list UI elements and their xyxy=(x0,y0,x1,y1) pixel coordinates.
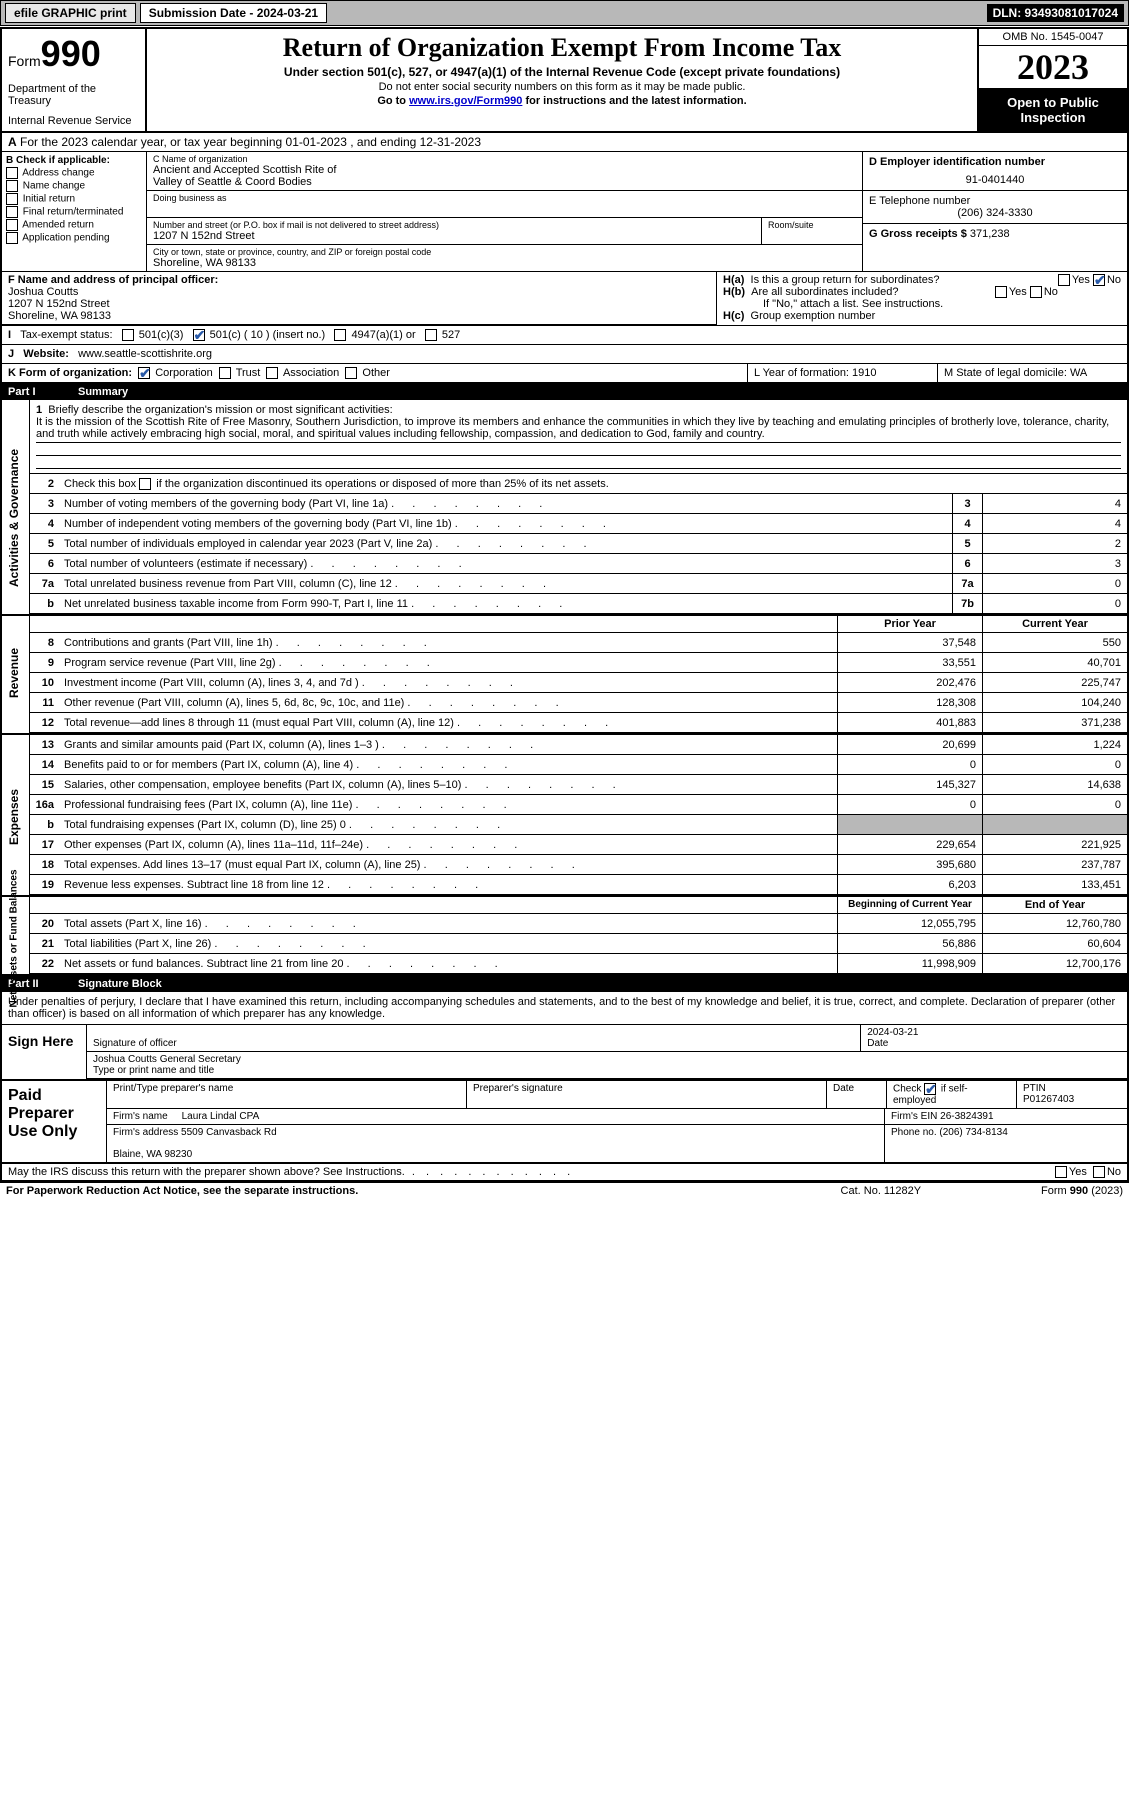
website[interactable]: www.seattle-scottishrite.org xyxy=(78,348,212,360)
gov-label: Activities & Governance xyxy=(7,467,21,587)
tax-year: 2023 xyxy=(979,46,1127,89)
firm-name: Laura Lindal CPA xyxy=(182,1111,260,1122)
form-label: Form990 xyxy=(8,33,139,75)
dept-treasury: Department of the Treasury xyxy=(8,83,139,107)
cb-amended[interactable] xyxy=(6,219,18,231)
data-row: 17Other expenses (Part IX, column (A), l… xyxy=(30,835,1127,855)
data-row: bTotal fundraising expenses (Part IX, co… xyxy=(30,815,1127,835)
self-emp-cb[interactable] xyxy=(924,1083,936,1095)
line-j: J Website: www.seattle-scottishrite.org xyxy=(2,345,1127,363)
cb-final[interactable] xyxy=(6,206,18,218)
cb-pending[interactable] xyxy=(6,232,18,244)
open-inspection: Open to Public Inspection xyxy=(979,89,1127,131)
e-label: E Telephone number xyxy=(869,195,1121,207)
perjury: Under penalties of perjury, I declare th… xyxy=(2,992,1127,1025)
501c-checked[interactable] xyxy=(193,329,205,341)
cb-name[interactable] xyxy=(6,180,18,192)
paid-preparer: Paid Preparer Use Only xyxy=(2,1081,107,1162)
gov-row: 3Number of voting members of the governi… xyxy=(30,494,1127,514)
line-l: L Year of formation: 1910 xyxy=(747,364,937,382)
hc: H(c) Group exemption number xyxy=(723,310,1121,322)
net-label: Net Assets or Fund Balances xyxy=(9,888,20,1008)
may-discuss: May the IRS discuss this return with the… xyxy=(2,1164,1127,1181)
data-row: 9Program service revenue (Part VIII, lin… xyxy=(30,653,1127,673)
part1-bar: Part ISummary xyxy=(2,384,1127,400)
line-m: M State of legal domicile: WA xyxy=(937,364,1127,382)
sign-here: Sign Here xyxy=(2,1025,87,1079)
org-name2: Valley of Seattle & Coord Bodies xyxy=(153,176,856,188)
g-label: G Gross receipts $ xyxy=(869,228,967,240)
efile-print-button[interactable]: efile GRAPHIC print xyxy=(5,3,136,23)
corp-checked[interactable] xyxy=(138,367,150,379)
gross-receipts: 371,238 xyxy=(970,228,1010,240)
data-row: 14Benefits paid to or for members (Part … xyxy=(30,755,1127,775)
officer-sig-name: Joshua Coutts General Secretary xyxy=(93,1054,241,1065)
line-k: K Form of organization: Corporation Trus… xyxy=(2,364,747,382)
line-a: A For the 2023 calendar year, or tax yea… xyxy=(2,133,1127,152)
firm-addr: 5509 Canvasback Rd xyxy=(181,1127,277,1138)
data-row: 19Revenue less expenses. Subtract line 1… xyxy=(30,875,1127,895)
dln: DLN: 93493081017024 xyxy=(987,4,1124,22)
irs-link[interactable]: www.irs.gov/Form990 xyxy=(409,95,522,107)
data-row: 15Salaries, other compensation, employee… xyxy=(30,775,1127,795)
data-row: 22Net assets or fund balances. Subtract … xyxy=(30,954,1127,974)
d-label: D Employer identification number xyxy=(869,156,1121,168)
phone: (206) 324-3330 xyxy=(869,207,1121,219)
footer: For Paperwork Reduction Act Notice, see … xyxy=(0,1183,1129,1199)
irs: Internal Revenue Service xyxy=(8,115,139,127)
org-name1: Ancient and Accepted Scottish Rite of xyxy=(153,164,856,176)
dba-label: Doing business as xyxy=(153,193,856,203)
form-frame: Form990 Department of the Treasury Inter… xyxy=(0,27,1129,1183)
part2-bar: Part IISignature Block xyxy=(2,976,1127,992)
hb: H(b) Are all subordinates included? Yes … xyxy=(723,286,1121,298)
mission: It is the mission of the Scottish Rite o… xyxy=(36,416,1109,440)
data-row: 8Contributions and grants (Part VIII, li… xyxy=(30,633,1127,653)
data-row: 20Total assets (Part X, line 16) . . . .… xyxy=(30,914,1127,934)
gov-row: bNet unrelated business taxable income f… xyxy=(30,594,1127,614)
officer-name: Joshua Coutts xyxy=(8,286,78,298)
cb-address[interactable] xyxy=(6,167,18,179)
ha-no[interactable] xyxy=(1093,274,1105,286)
org-city: Shoreline, WA 98133 xyxy=(153,257,856,269)
data-row: 10Investment income (Part VIII, column (… xyxy=(30,673,1127,693)
ssn-warning: Do not enter social security numbers on … xyxy=(155,81,969,93)
gov-row: 6Total number of volunteers (estimate if… xyxy=(30,554,1127,574)
org-address: 1207 N 152nd Street xyxy=(153,230,755,242)
goto: Go to www.irs.gov/Form990 for instructio… xyxy=(155,95,969,107)
data-row: 18Total expenses. Add lines 13–17 (must … xyxy=(30,855,1127,875)
ptin: P01267403 xyxy=(1023,1094,1074,1105)
c-name-label: C Name of organization xyxy=(153,154,856,164)
form-title: Return of Organization Exempt From Incom… xyxy=(155,33,969,63)
exp-label: Expenses xyxy=(7,777,21,857)
data-row: 16aProfessional fundraising fees (Part I… xyxy=(30,795,1127,815)
cb-initial[interactable] xyxy=(6,193,18,205)
omb: OMB No. 1545-0047 xyxy=(979,29,1127,46)
data-row: 12Total revenue—add lines 8 through 11 (… xyxy=(30,713,1127,733)
ha: H(a) Is this a group return for subordin… xyxy=(723,274,1121,286)
submission-date: Submission Date - 2024-03-21 xyxy=(140,3,327,23)
gov-row: 5Total number of individuals employed in… xyxy=(30,534,1127,554)
subtitle: Under section 501(c), 527, or 4947(a)(1)… xyxy=(155,65,969,79)
ein: 91-0401440 xyxy=(869,168,1121,186)
gov-row: 4Number of independent voting members of… xyxy=(30,514,1127,534)
topbar: efile GRAPHIC print Submission Date - 20… xyxy=(0,0,1129,26)
line-i: I Tax-exempt status: 501(c)(3) 501(c) ( … xyxy=(2,326,1127,344)
data-row: 21Total liabilities (Part X, line 26) . … xyxy=(30,934,1127,954)
gov-row: 7aTotal unrelated business revenue from … xyxy=(30,574,1127,594)
firm-phone: Phone no. (206) 734-8134 xyxy=(885,1125,1127,1162)
rev-label: Revenue xyxy=(7,633,21,713)
data-row: 13Grants and similar amounts paid (Part … xyxy=(30,735,1127,755)
section-b: B Check if applicable: Address change Na… xyxy=(2,152,147,271)
firm-ein: Firm's EIN 26-3824391 xyxy=(885,1109,1127,1124)
data-row: 11Other revenue (Part VIII, column (A), … xyxy=(30,693,1127,713)
